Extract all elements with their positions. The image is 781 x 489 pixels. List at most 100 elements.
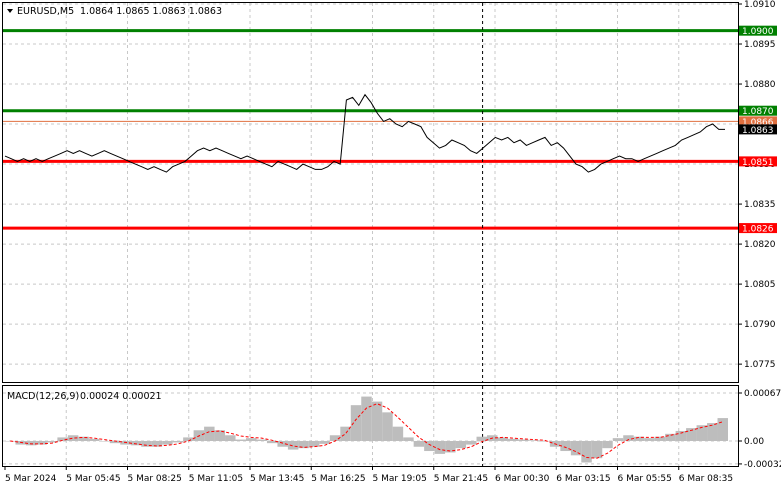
- macd-bar: [707, 423, 718, 441]
- y-tick-label: 1.0880: [744, 80, 776, 90]
- macd-bar: [214, 430, 226, 441]
- macd-series: [5, 396, 728, 463]
- main-grid: [3, 3, 738, 382]
- level-label-bg: [739, 124, 777, 135]
- x-tick-label: 6 Mar 03:15: [556, 474, 610, 484]
- x-tick-label: 5 Mar 13:45: [250, 474, 304, 484]
- price-levels: [3, 29, 738, 230]
- level-label-bg: [739, 105, 777, 116]
- macd-bar: [696, 425, 708, 441]
- macd-bar: [57, 437, 68, 441]
- macd-bar: [162, 441, 173, 445]
- macd-bar: [392, 426, 404, 441]
- level-label-bg: [739, 25, 777, 36]
- main-y-axis: 1.09101.08951.08801.08651.08501.08351.08…: [738, 0, 776, 370]
- x-tick-label: 5 Mar 2024: [5, 474, 57, 484]
- level-label-bg: [739, 116, 777, 127]
- x-tick-label: 5 Mar 11:05: [189, 474, 243, 484]
- y-tick-label: 1.0820: [744, 240, 776, 250]
- macd-bar: [403, 437, 414, 441]
- x-tick-label: 6 Mar 05:55: [618, 474, 672, 484]
- macd-bar: [654, 436, 666, 441]
- macd-values: 0.00024 0.00021: [80, 391, 162, 402]
- macd-bar: [581, 441, 592, 463]
- macd-bar: [246, 438, 257, 441]
- y-tick-label: 1.0790: [744, 320, 776, 330]
- x-tick-label: 5 Mar 05:45: [66, 474, 120, 484]
- y-tick-label: -0.00032: [744, 460, 781, 470]
- level-label: 1.0863: [742, 126, 774, 136]
- y-tick-label: 1.0835: [744, 200, 776, 210]
- macd-bar: [455, 441, 467, 449]
- macd-bar: [560, 441, 571, 452]
- macd-bar: [507, 438, 519, 441]
- macd-bar: [434, 441, 446, 454]
- price-line-series: [4, 93, 725, 173]
- x-tick-label: 5 Mar 08:25: [128, 474, 182, 484]
- macd-bar: [497, 437, 508, 441]
- level-label-bg: [739, 156, 777, 167]
- macd-bar: [413, 441, 425, 447]
- macd-bar: [340, 426, 351, 441]
- level-label-bg: [739, 223, 777, 234]
- macd-bar: [277, 441, 288, 447]
- symbol-label: EURUSD,M5: [17, 6, 74, 17]
- macd-bar: [612, 438, 624, 441]
- macd-bar: [350, 405, 362, 441]
- macd-bar: [476, 436, 487, 441]
- level-label: 1.0870: [742, 107, 774, 117]
- macd-bar: [466, 441, 477, 445]
- x-tick-label: 5 Mar 21:45: [434, 474, 488, 484]
- macd-bar: [602, 441, 613, 449]
- x-tick-label: 5 Mar 19:05: [373, 474, 427, 484]
- macd-bar: [298, 441, 309, 449]
- macd-bar: [371, 401, 383, 441]
- macd-bar: [25, 441, 37, 446]
- ohlc-values: 1.0864 1.0865 1.0863 1.0863: [80, 6, 222, 17]
- macd-bar: [570, 441, 582, 456]
- x-tick-label: 6 Mar 00:30: [495, 474, 550, 484]
- macd-bar: [329, 435, 341, 441]
- macd-bar: [235, 439, 246, 441]
- macd-bar: [266, 441, 278, 444]
- price-line: [4, 93, 725, 173]
- x-tick-label: 5 Mar 16:25: [311, 474, 365, 484]
- macd-bar: [424, 441, 435, 452]
- macd-bar: [46, 441, 58, 443]
- x-axis: 5 Mar 2024 5 Mar 05:45 5 Mar 08:25 5 Mar 11…: [4, 466, 733, 484]
- macd-bar: [382, 412, 393, 441]
- macd-signal-line: [10, 403, 723, 459]
- macd-bar: [665, 433, 676, 441]
- macd-bar: [539, 441, 550, 442]
- level-label: 1.0851: [742, 158, 774, 168]
- macd-bar: [141, 441, 152, 447]
- macd-panel-frame: [2, 385, 739, 467]
- macd-bar: [151, 441, 163, 447]
- macd-bar: [67, 435, 79, 441]
- macd-bar: [591, 441, 603, 459]
- macd-bar: [99, 441, 110, 442]
- macd-bar: [686, 428, 697, 441]
- macd-bar: [78, 436, 89, 441]
- x-tick-label: 6 Mar 08:35: [679, 474, 733, 484]
- macd-label: MACD(12,26,9): [7, 391, 79, 402]
- macd-bar: [319, 441, 330, 444]
- y-tick-label: 1.0805: [744, 280, 776, 290]
- macd-bar: [518, 439, 529, 441]
- macd-bar: [172, 441, 184, 443]
- y-tick-label: 1.0895: [744, 40, 776, 50]
- macd-bar: [717, 418, 728, 441]
- macd-bar: [204, 426, 215, 441]
- macd-bar: [183, 437, 194, 441]
- y-tick-label: 0.00: [744, 437, 764, 447]
- macd-bar: [528, 440, 540, 441]
- macd-bar: [88, 438, 100, 441]
- macd-bar: [644, 438, 655, 441]
- macd-bar: [633, 436, 645, 441]
- level-label: 1.0900: [742, 27, 774, 37]
- chevron-down-icon[interactable]: [7, 9, 13, 13]
- macd-y-axis: 0.00067 0.00 -0.00032: [738, 389, 781, 470]
- macd-bar: [256, 439, 267, 441]
